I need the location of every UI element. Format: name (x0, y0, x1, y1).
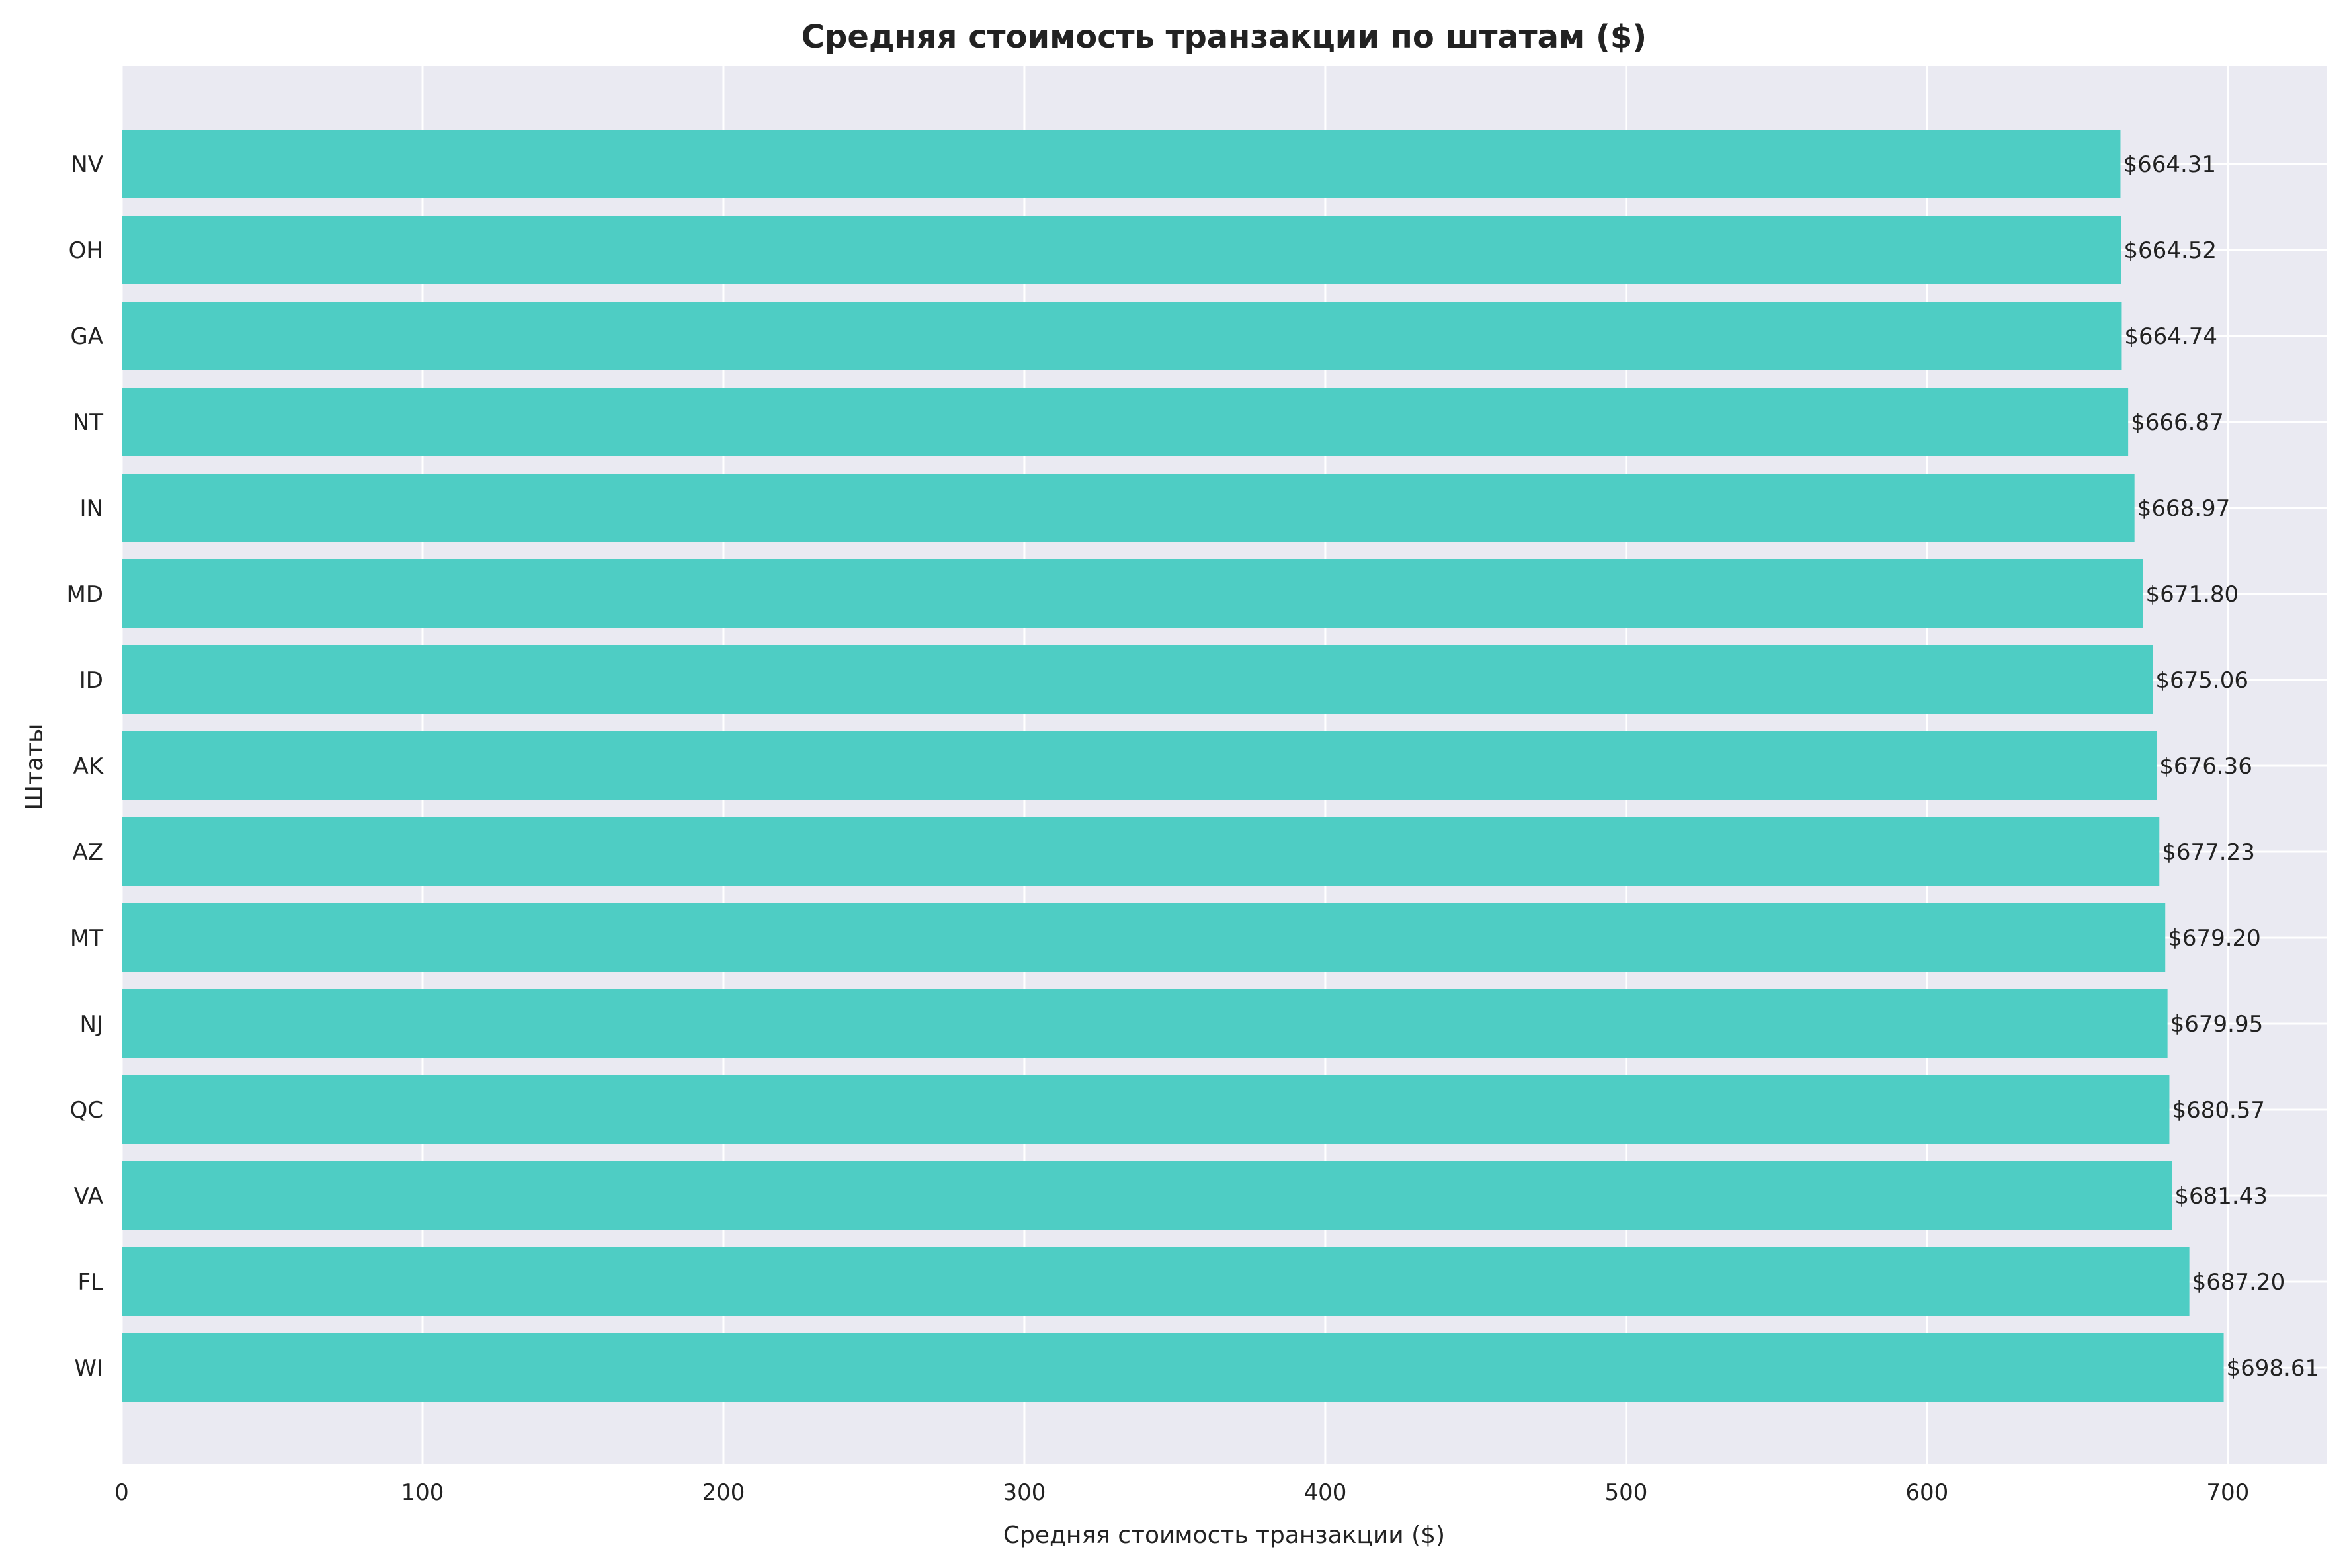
data-label-fl: $687.20 (2192, 1269, 2285, 1296)
x-tick-label: 700 (2206, 1479, 2249, 1506)
bar-id (122, 645, 2153, 714)
x-tick-label: 100 (401, 1479, 444, 1506)
data-label-va: $681.43 (2174, 1183, 2268, 1210)
bar-az (122, 817, 2160, 886)
x-axis-label: Средняя стоимость транзакции ($) (1003, 1522, 1445, 1549)
bars (122, 130, 2224, 1402)
bar-qc (122, 1075, 2170, 1144)
bar-ga (122, 302, 2122, 370)
y-tick-label-in: IN (80, 495, 103, 522)
y-tick-label-nt: NT (73, 409, 103, 436)
y-tick-label-ak: AK (73, 753, 104, 780)
bar-in (122, 474, 2135, 542)
data-label-in: $668.97 (2137, 495, 2231, 522)
bar-mt (122, 903, 2166, 972)
y-tick-label-va: VA (74, 1183, 103, 1210)
x-tick-label: 400 (1303, 1479, 1346, 1506)
data-label-qc: $680.57 (2172, 1097, 2265, 1124)
data-label-ga: $664.74 (2124, 323, 2217, 350)
bar-oh (122, 216, 2121, 284)
bar-wi (122, 1333, 2224, 1402)
data-labels: $664.31 $664.52 $664.74 $666.87 $668.97 $671.… (2123, 151, 2319, 1382)
y-tick-label-mt: MT (70, 925, 103, 952)
bar-va (122, 1161, 2172, 1230)
data-label-oh: $664.52 (2123, 237, 2217, 264)
bar-nt (122, 388, 2129, 456)
x-tick-label: 600 (1905, 1479, 1948, 1506)
y-tick-labels: NV OH GA NT IN MD ID AK AZ MT NJ QC VA FL WI (66, 151, 104, 1382)
x-tick-label: 300 (1003, 1479, 1046, 1506)
y-tick-label-md: MD (66, 581, 103, 608)
chart-title: Средняя стоимость транзакции по штатам (… (802, 19, 1647, 56)
data-label-nt: $666.87 (2131, 409, 2224, 436)
bar-fl (122, 1247, 2190, 1316)
x-tick-label: 200 (702, 1479, 745, 1506)
x-tick-label: 500 (1604, 1479, 1647, 1506)
data-label-md: $671.80 (2146, 581, 2239, 608)
data-label-nv: $664.31 (2123, 151, 2216, 178)
y-tick-label-nj: NJ (80, 1011, 103, 1038)
data-label-id: $675.06 (2155, 667, 2248, 694)
y-tick-label-ga: GA (70, 323, 103, 350)
data-label-az: $677.23 (2162, 839, 2255, 866)
y-tick-label-id: ID (79, 667, 103, 694)
data-label-nj: $679.95 (2170, 1011, 2264, 1038)
data-label-ak: $676.36 (2159, 753, 2252, 780)
y-tick-label-az: AZ (72, 839, 103, 866)
x-tick-labels: 0 100 200 300 400 500 600 700 (114, 1479, 2249, 1506)
x-tick-label: 0 (114, 1479, 129, 1506)
y-tick-label-wi: WI (74, 1355, 103, 1382)
bar-nv (122, 130, 2121, 198)
y-axis-label: Штаты (21, 724, 48, 811)
bar-md (122, 559, 2143, 628)
y-tick-label-oh: OH (69, 237, 103, 264)
bar-ak (122, 731, 2157, 800)
data-label-mt: $679.20 (2168, 925, 2261, 952)
y-tick-label-fl: FL (78, 1269, 104, 1296)
y-tick-label-qc: QC (69, 1097, 103, 1124)
y-tick-label-nv: NV (71, 151, 103, 178)
bar-nj (122, 989, 2168, 1058)
data-label-wi: $698.61 (2227, 1355, 2320, 1382)
